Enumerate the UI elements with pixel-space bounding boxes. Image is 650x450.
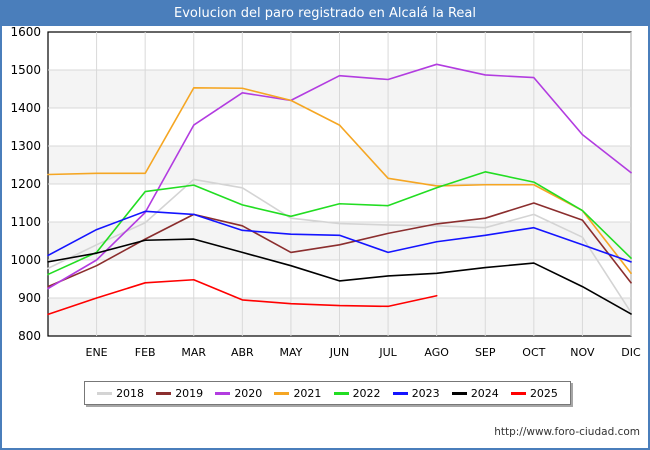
series-line-2022 — [47, 171, 632, 276]
legend-label: 2023 — [411, 386, 440, 400]
legend-item-2024[interactable]: 2024 — [451, 386, 499, 400]
x-axis-tick-label: AGO — [424, 346, 449, 359]
source-url: http://www.foro-ciudad.com — [494, 426, 640, 438]
y-axis-tick-label: 1200 — [10, 177, 41, 191]
x-axis-tick-label: NOV — [570, 346, 595, 359]
legend-item-2023[interactable]: 2023 — [392, 386, 440, 400]
legend-swatch-icon — [333, 391, 349, 395]
y-axis-tick-label: 900 — [18, 291, 41, 305]
x-axis-tick-label: FEB — [135, 346, 156, 359]
y-axis-tick-label: 1000 — [10, 253, 41, 267]
legend-label: 2020 — [234, 386, 263, 400]
x-axis-tick-label: SEP — [475, 346, 496, 359]
y-axis-tick-label: 1100 — [10, 215, 41, 229]
legend-item-2018[interactable]: 2018 — [97, 387, 144, 400]
line-chart-plot: ENE FEB MAR ABR MAY JUN JUL AGO SEP OCT NOV DIC 800 9… — [10, 26, 641, 359]
series-line-2019 — [47, 202, 632, 288]
legend-swatch-icon — [510, 391, 526, 395]
x-axis-tick-label: DIC — [621, 346, 641, 359]
x-axis-tick-label: ENE — [86, 346, 108, 359]
x-axis-tick-label: MAY — [279, 346, 302, 359]
y-axis-tick-label: 1400 — [10, 101, 41, 115]
series-line-2023 — [47, 210, 632, 263]
series-line-2018 — [47, 178, 632, 314]
series-line-2021 — [47, 87, 632, 275]
legend-item-2022[interactable]: 2022 — [333, 386, 381, 400]
x-axis-tick-label: ABR — [231, 346, 254, 359]
legend-swatch-icon — [156, 391, 172, 395]
chart-area: ENE FEB MAR ABR MAY JUN JUL AGO SEP OCT NOV DIC 800 9… — [2, 26, 648, 448]
legend-item-2021[interactable]: 2021 — [274, 387, 321, 400]
y-axis-tick-label: 1500 — [10, 63, 41, 77]
y-axis-tick-label: 1600 — [10, 26, 41, 39]
legend-swatch-icon — [274, 391, 290, 395]
legend-item-2020[interactable]: 2020 — [215, 387, 262, 400]
x-axis-tick-label: JUL — [378, 346, 397, 359]
legend-item-2019[interactable]: 2019 — [156, 387, 203, 400]
y-axis-tick-label: 1300 — [10, 139, 41, 153]
legend-label: 2024 — [470, 386, 499, 400]
chart-legend: 2018 2019 2020 2021 2022 2023 2024 2025 — [84, 381, 571, 405]
legend-label: 2018 — [116, 386, 145, 400]
legend-label: 2021 — [293, 386, 322, 400]
x-axis-tick-label: OCT — [522, 346, 545, 359]
legend-swatch-icon — [97, 391, 113, 395]
legend-swatch-icon — [451, 391, 467, 395]
legend-label: 2025 — [529, 386, 558, 400]
legend-swatch-icon — [215, 391, 231, 395]
x-axis-tick-label: JUN — [329, 346, 350, 359]
legend-item-2025[interactable]: 2025 — [510, 386, 558, 400]
legend-label: 2022 — [352, 386, 381, 400]
x-axis-tick-label: MAR — [181, 346, 206, 359]
series-line-2025 — [47, 278, 438, 316]
y-axis-tick-label: 800 — [18, 329, 41, 343]
legend-swatch-icon — [392, 391, 408, 395]
series-line-2024 — [47, 238, 632, 315]
legend-label: 2019 — [175, 386, 204, 400]
window-title: Evolucion del paro registrado en Alcalá … — [2, 2, 648, 26]
series-line-2020 — [47, 63, 632, 290]
